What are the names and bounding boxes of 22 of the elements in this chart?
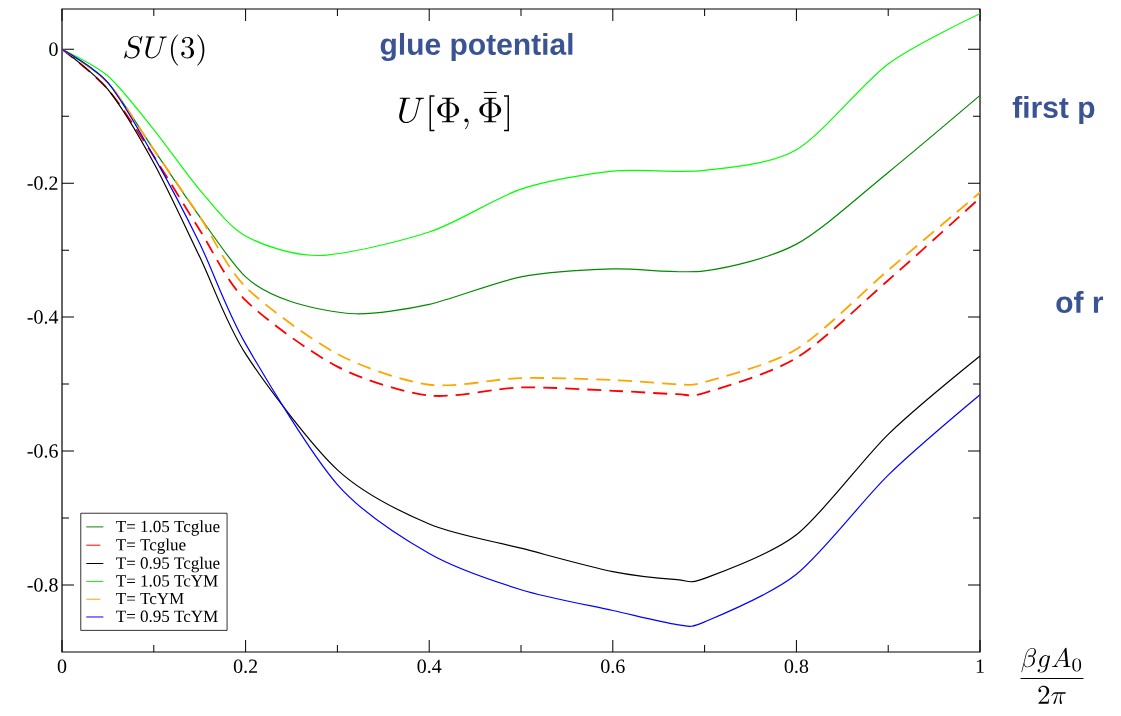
annotation: glue potential (380, 32, 573, 62)
legend-label: T= 0.95 Tcglue (116, 556, 220, 573)
legend-label: T= Tcglue (116, 538, 186, 555)
x-tick-label: 0.4 (417, 659, 442, 674)
legend-label: T= TcYM (116, 592, 184, 605)
legend-label: T= 1.05 Tcglue (116, 520, 220, 536)
x-axis-title: $\frac{\beta g A_0}{2\pi}$ (1020, 647, 1084, 705)
y-tick-label: -0.8 (27, 578, 58, 592)
x-tick-label: 0.6 (601, 659, 625, 674)
x-tick-label: 0.2 (233, 659, 257, 674)
y-tick-label: -0.6 (27, 444, 58, 458)
x-tick-label: 1 (976, 659, 984, 673)
y-tick-label: -0.4 (27, 310, 59, 324)
legend-label: T= 1.05 TcYM (116, 575, 218, 587)
annotation: $U[\Phi,\bar\Phi]$ (399, 91, 509, 132)
text: first p (1012, 96, 1095, 124)
legend-label: T= 0.95 TcYM (116, 610, 218, 623)
text: of r (1056, 290, 1104, 314)
x-tick-label: 0.8 (784, 659, 809, 674)
y-tick-label: -0.2 (27, 176, 58, 190)
y-tick-label: 0 (49, 42, 58, 56)
annotation: $SU(3)$ (124, 34, 205, 66)
